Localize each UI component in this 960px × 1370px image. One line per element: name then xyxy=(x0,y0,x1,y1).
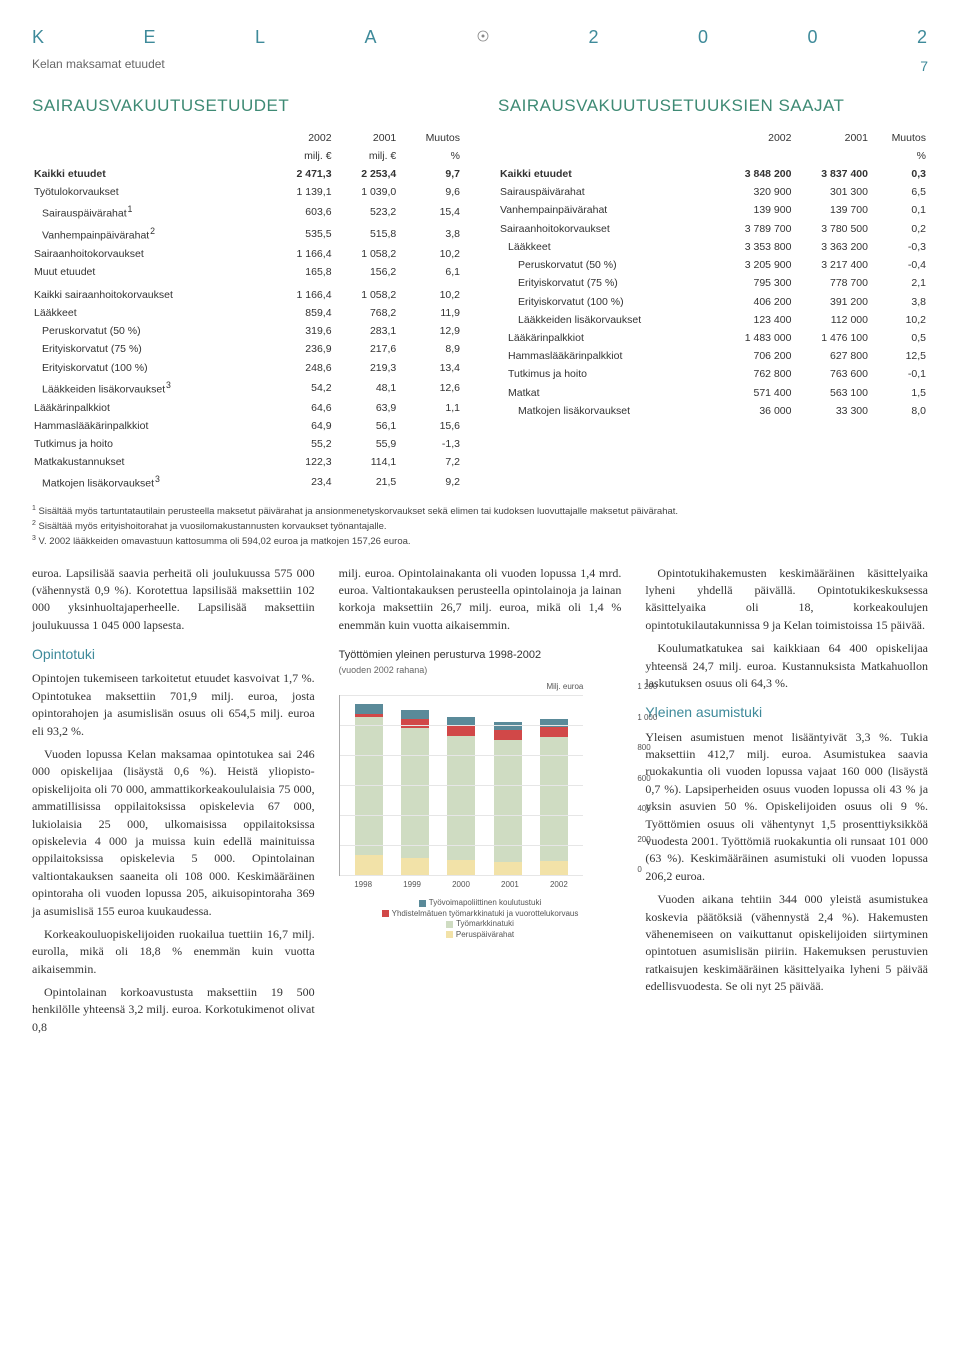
hl-6: 0 xyxy=(807,24,818,50)
tb-h1: 2002 xyxy=(717,129,794,147)
subheader-title: Kelan maksamat etuudet xyxy=(32,56,165,76)
c1-p5: Opintolainan korkoavustusta maksettiin 1… xyxy=(32,984,315,1036)
chart: Työttömien yleinen perusturva 1998-2002 … xyxy=(339,648,622,940)
ta-sh1: milj. € xyxy=(269,147,334,165)
hl-7: 2 xyxy=(917,24,928,50)
table-row: Kaikki etuudet2 471,32 253,49,7 xyxy=(32,165,462,183)
hl-3: A xyxy=(365,24,378,50)
c1-p1: euroa. Lapsilisää saavia perheitä oli jo… xyxy=(32,565,315,635)
table-row: Peruskorvatut (50 %)3 205 9003 217 400-0… xyxy=(498,257,928,275)
tb-h2: 2001 xyxy=(793,129,870,147)
tb-h3: Muutos xyxy=(870,129,928,147)
c1-p3: Vuoden lopussa Kelan maksamaa opintotuke… xyxy=(32,746,315,920)
table-row: Lääkkeet3 353 8003 363 200-0,3 xyxy=(498,238,928,256)
footnote-3: V. 2002 lääkkeiden omavastuun kattosumma… xyxy=(39,536,411,547)
table-row: Sairauspäivärahat320 900301 3006,5 xyxy=(498,184,928,202)
table-row: Muut etuudet165,8156,26,1 xyxy=(32,264,462,282)
c1-p2: Opintojen tukemiseen tarkoitetut etuudet… xyxy=(32,670,315,740)
table-row: Tutkimus ja hoito762 800763 600-0,1 xyxy=(498,366,928,384)
chart-subtitle: (vuoden 2002 rahana) xyxy=(339,664,622,677)
column-1: euroa. Lapsilisää saavia perheitä oli jo… xyxy=(32,565,315,1043)
table-row: Vanhempainpäivärahat139 900139 7000,1 xyxy=(498,202,928,220)
table-row: Työtulokorvaukset1 139,11 039,09,6 xyxy=(32,184,462,202)
column-3: Opintotukihakemusten keskimääräinen käsi… xyxy=(645,565,928,1043)
table-row: Erityiskorvatut (75 %)236,9217,68,9 xyxy=(32,341,462,359)
table-b-title: SAIRAUSVAKUUTUSETUUKSIEN SAAJAT xyxy=(498,94,928,119)
c1-p4: Korkeakouluopiskelijoiden ruokailua tuet… xyxy=(32,926,315,978)
header-letters: K E L A 2 0 0 2 xyxy=(32,24,928,50)
table-row: Erityiskorvatut (100 %)248,6219,313,4 xyxy=(32,359,462,377)
table-row: Lääkkeet859,4768,211,9 xyxy=(32,305,462,323)
table-a: 2002 2001 Muutos milj. € milj. € % Kaikk… xyxy=(32,129,462,494)
chart-title: Työttömien yleinen perusturva 1998-2002 xyxy=(339,648,622,664)
c3-p1: Opintotukihakemusten keskimääräinen käsi… xyxy=(645,565,928,635)
ta-h3: Muutos xyxy=(398,129,462,147)
footnote-1: Sisältää myös tartuntatautilain perustee… xyxy=(39,506,679,517)
c3-p2: Koulumatkatukea sai kaikkiaan 64 400 opi… xyxy=(645,640,928,692)
table-row: Matkojen lisäkorvaukset 323,421,59,2 xyxy=(32,472,462,494)
table-row: Lääkkeiden lisäkorvaukset123 400112 0001… xyxy=(498,311,928,329)
c3-p4: Vuoden aikana tehtiin 344 000 yleistä as… xyxy=(645,891,928,995)
table-row: Matkakustannukset122,3114,17,2 xyxy=(32,454,462,472)
table-row: Erityiskorvatut (100 %)406 200391 2003,8 xyxy=(498,293,928,311)
ta-sh3: % xyxy=(398,147,462,165)
table-row: Sairauspäivärahat 1603,6523,215,4 xyxy=(32,202,462,224)
c3-p3: Yleisen asumistuen menot lisääntyivät 3,… xyxy=(645,729,928,886)
table-row: Tutkimus ja hoito55,255,9-1,3 xyxy=(32,436,462,454)
table-row: Kaikki sairaanhoitokorvaukset1 166,41 05… xyxy=(32,282,462,305)
table-row: Sairaanhoitokorvaukset3 789 7003 780 500… xyxy=(498,220,928,238)
table-b: 2002 2001 Muutos % Kaikki etuudet3 848 2… xyxy=(498,129,928,421)
table-row: Hammaslääkärinpalkkiot706 200627 80012,5 xyxy=(498,348,928,366)
c2-p1: milj. euroa. Opintolainakanta oli vuoden… xyxy=(339,565,622,635)
table-row: Kaikki etuudet3 848 2003 837 4000,3 xyxy=(498,165,928,183)
table-row: Peruskorvatut (50 %)319,6283,112,9 xyxy=(32,323,462,341)
hl-5: 0 xyxy=(698,24,709,50)
c3-h1: Yleinen asumistuki xyxy=(645,702,928,722)
table-row: Lääkärinpalkkiot1 483 0001 476 1000,5 xyxy=(498,329,928,347)
emblem-icon xyxy=(476,24,490,38)
table-row: Hammaslääkärinpalkkiot64,956,115,6 xyxy=(32,417,462,435)
table-row: Vanhempainpäivärahat 2535,5515,83,8 xyxy=(32,224,462,246)
table-a-title: SAIRAUSVAKUUTUSETUUDET xyxy=(32,94,462,119)
ta-h2: 2001 xyxy=(334,129,399,147)
page-number: 7 xyxy=(920,56,928,76)
table-row: Erityiskorvatut (75 %)795 300778 7002,1 xyxy=(498,275,928,293)
ta-h1: 2002 xyxy=(269,129,334,147)
tb-sh3: % xyxy=(870,147,928,165)
hl-1: E xyxy=(144,24,157,50)
ta-sh2: milj. € xyxy=(334,147,399,165)
column-2: milj. euroa. Opintolainakanta oli vuoden… xyxy=(339,565,622,1043)
hl-4: 2 xyxy=(588,24,599,50)
c1-h1: Opintotuki xyxy=(32,644,315,664)
table-row: Lääkkeiden lisäkorvaukset 354,248,112,6 xyxy=(32,377,462,399)
footnotes: 1 Sisältää myös tartuntatautilain perust… xyxy=(32,504,928,549)
table-row: Sairaanhoitokorvaukset1 166,41 058,210,2 xyxy=(32,245,462,263)
table-row: Matkojen lisäkorvaukset36 00033 3008,0 xyxy=(498,402,928,420)
table-row: Matkat571 400563 1001,5 xyxy=(498,384,928,402)
footnote-2: Sisältää myös erityishoitorahat ja vuosi… xyxy=(39,521,387,532)
hl-0: K xyxy=(32,24,45,50)
table-row: Lääkärinpalkkiot64,663,91,1 xyxy=(32,399,462,417)
subheader: Kelan maksamat etuudet 7 xyxy=(32,56,928,76)
chart-ylabel: Milj. euroa xyxy=(339,681,584,693)
hl-2: L xyxy=(255,24,266,50)
